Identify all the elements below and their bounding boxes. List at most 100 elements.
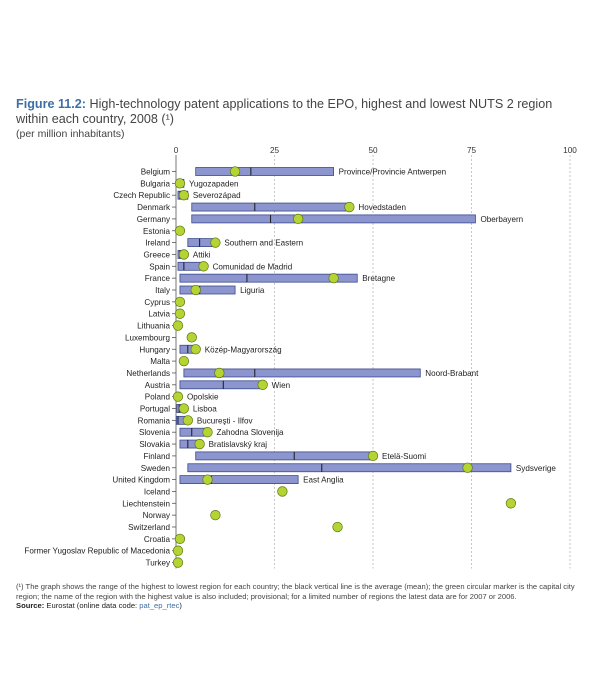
- top-region-label: Hovedstaden: [358, 203, 406, 212]
- capital-marker: [292, 213, 304, 225]
- country-label: Estonia: [143, 227, 170, 236]
- range-bar: [191, 214, 476, 224]
- top-region-label: Zahodna Slovenija: [217, 428, 285, 437]
- capital-marker: [174, 178, 186, 189]
- top-region-label: Wien: [272, 381, 290, 390]
- capital-marker: [172, 545, 184, 556]
- top-region-label: Attiki: [193, 250, 211, 259]
- x-tick-label: 25: [270, 146, 280, 155]
- country-label: Italy: [155, 286, 171, 295]
- country-label: Poland: [145, 393, 170, 402]
- range-bar: [191, 202, 350, 212]
- top-region-label: Southern and Eastern: [224, 239, 303, 248]
- capital-marker: [172, 557, 184, 568]
- x-tick-label: 0: [174, 146, 179, 155]
- capital-marker: [367, 450, 379, 462]
- country-label: Ireland: [145, 239, 170, 248]
- capital-marker: [172, 320, 184, 331]
- capital-marker: [214, 367, 225, 379]
- range-bar: [179, 285, 236, 295]
- capital-marker: [257, 379, 268, 390]
- capital-marker: [277, 486, 288, 497]
- top-region-label: East Anglia: [303, 476, 344, 485]
- top-region-label: Közép-Magyarország: [205, 345, 282, 354]
- country-label: Portugal: [140, 405, 170, 414]
- country-label: Netherlands: [126, 369, 170, 378]
- chart-title: Figure 11.2: High-technology patent appl…: [16, 97, 586, 127]
- source-line: Source: Eurostat (online data code: pat_…: [16, 601, 182, 610]
- country-label: Denmark: [137, 203, 171, 212]
- country-label: Austria: [145, 381, 171, 390]
- top-region-label: Oberbayern: [480, 215, 523, 224]
- capital-marker: [505, 498, 517, 509]
- country-label: Greece: [143, 250, 170, 259]
- top-region-label: Noord-Brabant: [425, 369, 479, 378]
- country-label: Malta: [150, 357, 170, 366]
- country-label: Finland: [143, 452, 170, 461]
- country-label: Hungary: [139, 345, 171, 354]
- x-tick-label: 75: [467, 146, 477, 155]
- source-code-link[interactable]: pat_ep_rtec: [139, 601, 180, 610]
- capital-marker: [210, 510, 221, 521]
- x-tick-label: 50: [368, 146, 378, 155]
- figure-title: High-technology patent applications to t…: [16, 97, 553, 126]
- country-label: Turkey: [146, 559, 171, 568]
- capital-marker: [178, 249, 190, 260]
- range-bar-chart: 0 25 50 75 100 Belgium Province/Provincie Antw…: [24, 146, 577, 569]
- country-label: Former Yugoslav Republic of Macedonia: [24, 547, 170, 556]
- capital-marker: [174, 225, 186, 236]
- range-bar: [179, 273, 358, 283]
- country-label: Cyprus: [144, 298, 170, 307]
- country-label: Bulgaria: [140, 179, 170, 188]
- range-bar: [187, 463, 512, 473]
- capital-marker: [186, 332, 197, 343]
- top-region-label: Bratislavský kraj: [209, 440, 268, 449]
- capital-marker: [198, 261, 209, 272]
- country-label: Czech Republic: [113, 191, 170, 200]
- top-region-label: Bretagne: [362, 274, 395, 283]
- capital-marker: [174, 296, 186, 308]
- country-label: Slovenia: [139, 428, 171, 437]
- range-bar: [183, 368, 421, 378]
- range-bar: [195, 451, 374, 461]
- capital-marker: [174, 533, 186, 545]
- source-label: Source:: [16, 601, 45, 610]
- top-region-label: Comunidad de Madrid: [213, 262, 293, 271]
- country-label: Romania: [138, 416, 171, 425]
- source-close: ): [179, 601, 182, 610]
- capital-marker: [178, 190, 190, 201]
- country-label: United Kingdom: [112, 476, 170, 485]
- figure-label: Figure 11.2:: [16, 97, 86, 111]
- country-label: Latvia: [148, 310, 170, 319]
- country-label: Belgium: [141, 168, 170, 177]
- capital-marker: [172, 391, 184, 402]
- range-bar: [179, 380, 264, 390]
- range-bar: [195, 167, 334, 176]
- capital-marker: [190, 284, 201, 296]
- country-label: Lithuania: [137, 322, 170, 331]
- top-region-label: Bucureşti - Ilfov: [197, 416, 254, 425]
- capital-marker: [174, 308, 186, 319]
- capital-marker: [229, 166, 241, 177]
- country-label: Switzerland: [128, 523, 170, 532]
- top-region-label: Lisboa: [193, 405, 217, 414]
- country-label: France: [145, 274, 171, 283]
- top-region-label: Province/Provincie Antwerpen: [339, 168, 447, 177]
- country-label: Luxembourg: [125, 333, 170, 342]
- top-region-label: Sydsverige: [516, 464, 557, 473]
- range-bar: [179, 475, 299, 485]
- capital-marker: [344, 201, 355, 213]
- capital-marker: [182, 415, 193, 426]
- country-label: Norway: [143, 511, 171, 520]
- source-text: Eurostat (online data code:: [46, 601, 140, 610]
- top-region-label: Liguria: [240, 286, 265, 295]
- country-label: Iceland: [144, 487, 170, 496]
- country-label: Croatia: [144, 535, 171, 544]
- capital-marker: [210, 237, 221, 248]
- country-label: Liechtenstein: [122, 499, 170, 508]
- capital-marker: [190, 344, 201, 355]
- top-region-label: Severozápad: [193, 191, 241, 200]
- top-region-label: Etelä-Suomi: [382, 452, 426, 461]
- capital-marker: [202, 427, 213, 438]
- capital-marker: [178, 355, 190, 367]
